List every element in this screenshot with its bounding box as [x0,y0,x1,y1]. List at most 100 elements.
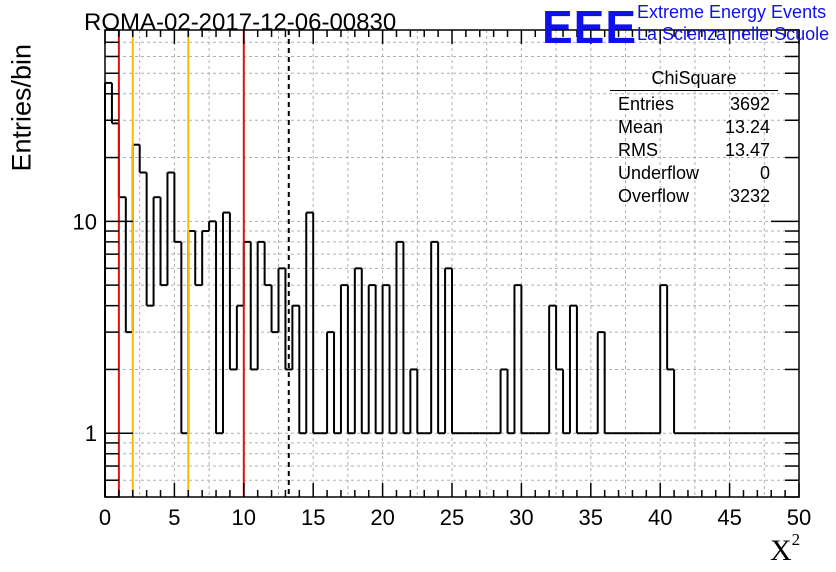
histogram-bar [339,284,348,434]
histogram-bar [367,284,376,434]
histogram-bar [173,172,182,243]
histogram-bar [346,285,355,435]
histogram-bar [666,285,675,371]
histogram-bar [673,369,682,435]
reference-lines [117,30,290,497]
histogram-bar [215,221,223,435]
axes [104,29,800,498]
histogram-bar [499,368,508,434]
histogram-bar [388,285,397,435]
brand-line-2: La Scienza nelle Scuole [637,24,830,44]
histogram-bar [124,197,133,334]
stats-value: 13.47 [724,140,770,160]
histogram-bar [353,267,362,434]
eee-logo: EEE [542,1,638,53]
stats-label: RMS [618,140,658,160]
histogram-bar [555,305,564,371]
histogram-bar [152,196,161,306]
x-tick-label: 0 [99,505,111,530]
histogram-bar [117,123,126,199]
stats-value: 3232 [729,186,770,206]
histogram-bar [180,241,189,435]
stats-label: Underflow [618,163,700,183]
histogram-bar [277,267,286,333]
histogram-bar [159,197,168,287]
histogram-bar [659,284,668,434]
histogram-bar [194,231,203,287]
y-tick-label: 10 [73,209,97,234]
histogram-bar [568,304,577,434]
histogram-bar [104,81,112,497]
stats-label: Entries [618,94,675,114]
histogram-bar [284,268,293,371]
brand-line-1: Extreme Energy Events [637,2,827,22]
chart-title: ROMA-02-2017-12-06-00830 [84,9,397,36]
stats-value: 13.24 [724,117,770,137]
histogram-bar [312,212,321,435]
histogram-bar [249,241,258,371]
histogram-bar [270,285,279,334]
stats-row: Underflow 0 [610,162,778,185]
stats-title: ChiSquare [610,68,778,91]
histogram-bar [333,332,341,435]
histogram-bar [575,305,584,435]
stats-value: 0 [759,163,770,183]
histogram-bar [291,304,300,370]
x-axis-label-base: X [770,534,792,567]
x-tick-label: 40 [648,505,672,530]
grid [104,29,800,498]
x-tick-label: 50 [787,505,811,530]
histogram-bar [166,171,175,286]
histogram-bar [402,241,411,435]
histogram-bar [263,241,272,287]
histogram-bar [562,369,570,435]
histogram-bar [242,240,251,306]
histogram-bar [228,212,237,371]
histogram-bar [381,284,390,434]
stats-label: Overflow [618,186,690,206]
stats-value: 3692 [729,94,770,114]
histogram-bar [298,305,307,435]
stats-row: Overflow 3232 [610,185,778,208]
histogram-bar [145,172,154,307]
histogram-bar [603,332,612,435]
stats-row: Entries 3692 [610,93,778,116]
histogram-bar [360,268,369,435]
x-axis-label-sup: 2 [791,530,801,549]
stats-row: Mean 13.24 [610,116,778,139]
histogram-bar [430,240,439,434]
histogram-bar [520,285,529,435]
histogram-bar [451,268,459,435]
histogram-bar [437,241,446,435]
x-tick-label: 5 [168,505,180,530]
histogram-bar [201,230,210,286]
histogram-bar [548,304,557,434]
histogram-bar [409,368,418,434]
stats-label: Mean [618,117,664,137]
histogram-bar [256,240,265,370]
x-tick-label: 25 [440,505,464,530]
histogram-bar [374,285,383,435]
histogram-bar [131,143,140,333]
x-tick-label: 15 [301,505,325,530]
histogram-bar [208,220,217,232]
histogram-bar [326,331,335,434]
tick-labels: 0 5 10 15 20 25 30 35 40 45 50 1 10 [73,209,812,530]
x-axis-label: X2 [770,530,800,568]
histogram-bar [110,82,119,125]
x-tick-label: 20 [370,505,394,530]
histogram-bar [416,369,425,435]
x-tick-label: 30 [509,505,533,530]
histogram-bar [506,369,515,435]
histogram-bar [235,304,244,370]
histogram-bar [138,144,147,174]
histogram-bar [221,211,230,434]
stats-row: RMS 13.47 [610,139,778,162]
histogram-bar [444,267,452,434]
x-tick-label: 45 [717,505,741,530]
histogram-bar [513,284,522,434]
y-axis-label: Entries/bin [6,43,37,172]
histogram-bar [305,211,314,434]
histogram-bar [395,240,404,434]
